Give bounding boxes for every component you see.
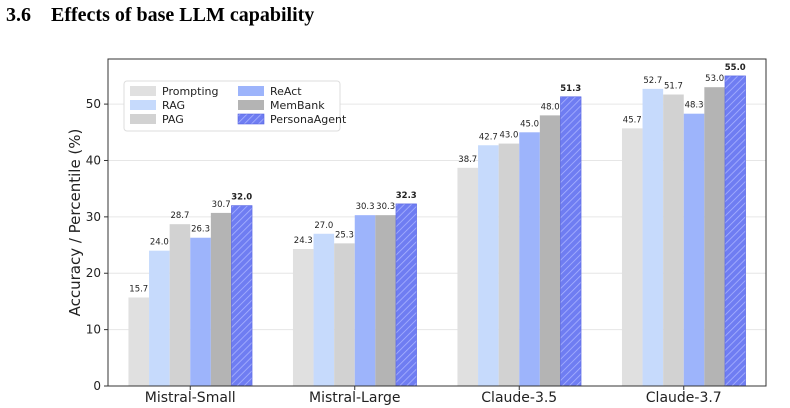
bar-membank-claude-3-7 [704,87,725,387]
section-title: Effects of base LLM capability [51,4,315,26]
legend-label: MemBank [270,99,325,112]
y-tick-label: 20 [86,266,101,280]
data-label: 43.0 [499,131,518,141]
data-label: 30.7 [212,200,231,210]
data-label: 53.0 [705,74,724,84]
legend-label: Prompting [162,85,218,98]
bar-pag-claude-3-7 [663,94,684,386]
data-label: 24.3 [294,236,313,246]
data-label: 48.0 [541,102,560,112]
data-label: 32.3 [396,191,417,201]
bar-personaagent-mistral-large [395,203,417,387]
data-label: 15.7 [129,284,148,294]
y-axis-label: Accuracy / Percentile (%) [66,129,84,317]
bar-membank-claude-3-5 [539,115,561,387]
legend-label: RAG [162,99,185,112]
data-label: 32.0 [231,193,252,203]
legend-label: ReAct [270,85,302,98]
bar-pag-mistral-large [334,243,355,386]
bar-prompting-mistral-small [128,297,150,386]
bar-prompting-claude-3-5 [457,167,479,386]
y-tick-label: 10 [86,323,101,337]
bar-personaagent-mistral-small [231,205,253,387]
bar-rag-claude-3-5 [478,145,499,386]
legend-box [123,80,341,132]
data-label: 30.3 [376,202,395,212]
y-tick-label: 40 [86,153,101,167]
data-label: 38.7 [458,155,477,165]
legend-swatch-react [238,86,264,96]
data-label: 52.7 [643,76,662,86]
x-tick-label: Mistral-Large [309,390,400,406]
bar-membank-mistral-large [375,215,396,386]
legend-label: PersonaAgent [270,113,347,126]
legend-swatch-membank [238,100,264,110]
x-tick-label: Mistral-Small [145,390,236,406]
bar-prompting-claude-3-7 [621,128,643,386]
data-label: 25.3 [335,230,354,240]
data-label: 45.0 [520,119,539,129]
bar-react-claude-3-7 [683,113,705,386]
bar-prompting-mistral-large [292,248,314,386]
bar-react-claude-3-5 [519,132,540,386]
legend-swatch-rag [130,100,156,110]
plot-frame [107,58,767,387]
data-label: 28.7 [170,211,189,221]
y-tick-label: 30 [86,210,101,224]
data-label: 48.3 [685,101,704,111]
y-tick-label: 0 [93,379,101,393]
data-label: 30.3 [356,202,375,212]
section-number: 3.6 [6,4,31,26]
legend-label: PAG [162,113,184,126]
bar-rag-claude-3-7 [642,88,664,386]
bar-react-mistral-small [190,237,211,386]
legend-swatch-prompting [130,86,156,96]
legend-swatch-pag [130,114,156,124]
y-tick-label: 50 [86,97,101,111]
data-label: 42.7 [479,132,498,142]
data-label: 27.0 [314,221,333,231]
data-label: 24.0 [150,238,169,248]
data-label: 51.3 [560,84,581,94]
bar-pag-claude-3-5 [498,143,520,386]
bar-rag-mistral-small [149,250,170,386]
bar-pag-mistral-small [169,224,191,386]
bar-rag-mistral-large [313,233,335,386]
x-tick-label: Claude-3.5 [481,390,557,406]
x-tick-label: Claude-3.7 [646,390,722,406]
data-label: 55.0 [725,63,746,73]
data-label: 45.7 [623,115,642,125]
bar-personaagent-claude-3-5 [560,96,582,387]
bar-membank-mistral-small [210,212,232,386]
bar-react-mistral-large [354,215,376,386]
legend-swatch-personaagent [237,113,265,125]
section-heading: 3.6 Effects of base LLM capability [6,4,314,27]
data-label: 26.3 [191,225,210,235]
bar-personaagent-claude-3-7 [724,75,746,387]
data-label: 51.7 [664,82,683,92]
